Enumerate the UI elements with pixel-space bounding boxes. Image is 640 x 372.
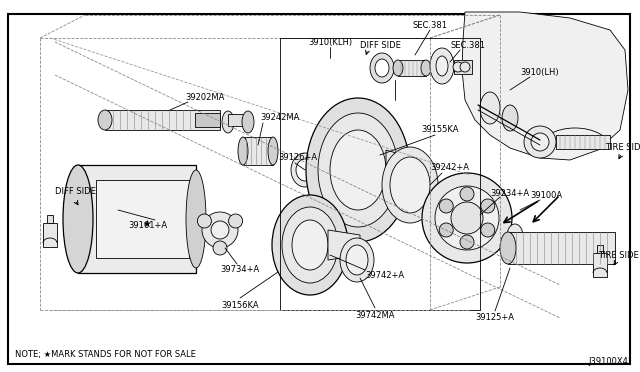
Bar: [398, 60, 426, 76]
Circle shape: [481, 223, 495, 237]
Bar: [597, 245, 603, 253]
Bar: [508, 232, 615, 264]
Text: NOTE; ★MARK STANDS FOR NOT FOR SALE: NOTE; ★MARK STANDS FOR NOT FOR SALE: [15, 350, 196, 359]
Ellipse shape: [222, 111, 234, 133]
Ellipse shape: [370, 53, 394, 83]
Circle shape: [460, 235, 474, 249]
Circle shape: [422, 173, 512, 263]
Text: 39734+A: 39734+A: [220, 266, 260, 275]
Ellipse shape: [340, 238, 374, 282]
Circle shape: [453, 62, 463, 72]
Text: 39126+A: 39126+A: [278, 153, 317, 161]
Text: 39742+A: 39742+A: [365, 270, 404, 279]
Bar: [454, 60, 472, 74]
Text: 3910(KLH): 3910(KLH): [308, 38, 352, 46]
Circle shape: [460, 187, 474, 201]
Ellipse shape: [242, 111, 254, 133]
Text: DIFF SIDE: DIFF SIDE: [54, 187, 95, 196]
Ellipse shape: [346, 245, 368, 275]
Text: 39125+A: 39125+A: [476, 314, 515, 323]
Text: 39234+A: 39234+A: [490, 189, 529, 198]
Text: TIRE SIDE: TIRE SIDE: [605, 144, 640, 153]
Text: 39156KA: 39156KA: [221, 301, 259, 310]
Polygon shape: [328, 230, 360, 260]
Ellipse shape: [98, 110, 112, 130]
Ellipse shape: [421, 60, 431, 76]
Text: 39742MA: 39742MA: [355, 311, 395, 320]
Bar: [243, 137, 273, 165]
Bar: [96, 180, 189, 258]
Circle shape: [481, 199, 495, 213]
Circle shape: [202, 212, 238, 248]
Text: 39242MA: 39242MA: [260, 113, 300, 122]
Circle shape: [439, 199, 453, 213]
Text: ★: ★: [143, 219, 152, 229]
Ellipse shape: [393, 60, 403, 76]
Ellipse shape: [268, 137, 278, 165]
Polygon shape: [462, 12, 628, 160]
Text: SEC.381: SEC.381: [413, 20, 447, 29]
Text: J39100X4: J39100X4: [588, 357, 628, 366]
Polygon shape: [386, 150, 413, 190]
Bar: [195, 113, 220, 127]
Bar: [78, 165, 196, 273]
Ellipse shape: [306, 98, 410, 242]
Text: 39100A: 39100A: [530, 190, 562, 199]
Ellipse shape: [500, 232, 516, 264]
Ellipse shape: [480, 92, 500, 124]
Ellipse shape: [186, 170, 206, 268]
Ellipse shape: [296, 159, 314, 181]
Ellipse shape: [382, 147, 438, 223]
Text: 39155KA: 39155KA: [421, 125, 459, 135]
Ellipse shape: [63, 165, 93, 273]
Ellipse shape: [238, 137, 248, 165]
Ellipse shape: [330, 130, 386, 210]
Ellipse shape: [390, 157, 430, 213]
Circle shape: [460, 62, 470, 72]
Circle shape: [451, 202, 483, 234]
Ellipse shape: [436, 56, 448, 76]
Circle shape: [439, 223, 453, 237]
Text: SEC.381: SEC.381: [451, 41, 486, 49]
Bar: [556, 135, 610, 149]
Text: 39202MA: 39202MA: [186, 93, 225, 102]
Ellipse shape: [318, 113, 398, 227]
Bar: [593, 253, 607, 277]
Circle shape: [197, 214, 211, 228]
Circle shape: [524, 126, 556, 158]
Ellipse shape: [375, 59, 389, 77]
Bar: [228, 114, 248, 126]
Ellipse shape: [430, 48, 454, 84]
Circle shape: [213, 241, 227, 255]
Text: 39242+A: 39242+A: [431, 164, 470, 173]
Circle shape: [531, 133, 549, 151]
Ellipse shape: [282, 207, 338, 283]
Circle shape: [211, 221, 229, 239]
Bar: [47, 215, 53, 223]
Circle shape: [228, 214, 243, 228]
Ellipse shape: [292, 220, 328, 270]
Ellipse shape: [291, 153, 319, 187]
Bar: [105, 110, 220, 130]
Ellipse shape: [507, 224, 523, 248]
Ellipse shape: [272, 195, 348, 295]
Text: DIFF SIDE: DIFF SIDE: [360, 41, 401, 49]
Text: 3910(LH): 3910(LH): [521, 67, 559, 77]
Ellipse shape: [502, 105, 518, 131]
Text: 39161+A: 39161+A: [129, 221, 168, 230]
Text: TIRE SIDE: TIRE SIDE: [598, 250, 638, 260]
Bar: [43, 223, 57, 247]
Circle shape: [435, 186, 499, 250]
